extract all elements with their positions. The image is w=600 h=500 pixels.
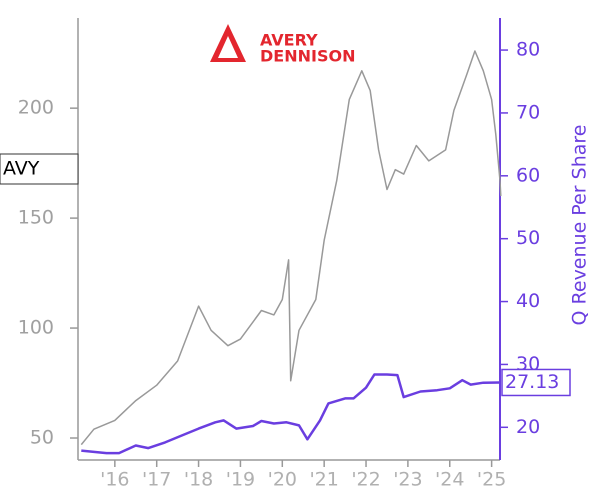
y2-tick-label: 40 [516, 290, 540, 312]
y2-tick-label: 70 [516, 101, 540, 123]
y2-tick-label: 50 [516, 227, 540, 249]
y-tick-label: 150 [18, 207, 54, 229]
x-tick-label: '23 [393, 469, 422, 491]
y2-tick-label: 80 [516, 39, 540, 61]
x-tick-label: '20 [268, 469, 297, 491]
x-tick-label: '25 [477, 469, 506, 491]
x-tick-label: '22 [351, 469, 380, 491]
y2-axis-label: Q Revenue Per Share [569, 125, 591, 326]
logo-text: AVERY [260, 31, 318, 50]
y-tick-label: 50 [30, 427, 54, 449]
x-tick-label: '16 [100, 469, 129, 491]
value-label-box [501, 368, 571, 397]
logo-text: DENNISON [260, 47, 355, 66]
x-tick-label: '24 [435, 469, 464, 491]
y2-tick-label: 60 [516, 164, 540, 186]
legend-label: AVY [3, 158, 40, 180]
series-line [80, 50, 502, 446]
x-tick-label: '18 [184, 469, 213, 491]
y-tick-label: 200 [18, 97, 54, 119]
value-label: 27.13 [505, 371, 559, 393]
x-tick-label: '19 [226, 469, 255, 491]
legend-box [0, 153, 79, 185]
x-tick-label: '17 [142, 469, 171, 491]
logo-mark [210, 24, 246, 62]
y2-tick-label: 20 [516, 416, 540, 438]
logo: AVERY DENNISON [210, 24, 355, 66]
y-tick-label: 100 [18, 317, 54, 339]
series-line [81, 373, 501, 455]
x-tick-label: '21 [309, 469, 338, 491]
